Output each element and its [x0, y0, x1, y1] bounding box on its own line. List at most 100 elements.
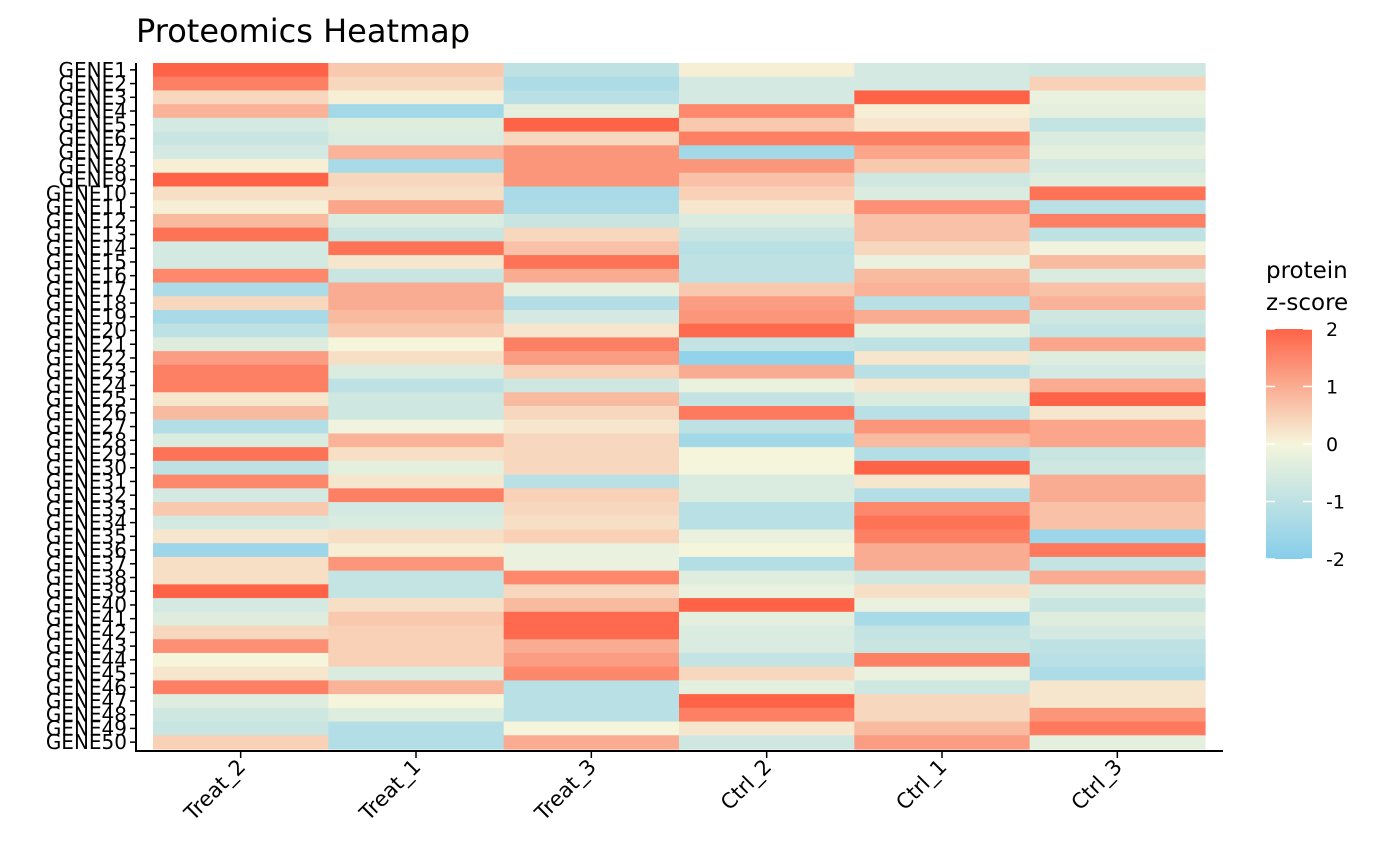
heatmap-cell: [854, 364, 1031, 380]
heatmap-cell: [854, 213, 1031, 229]
heatmap-cell: [1029, 447, 1206, 462]
heatmap-cell: [328, 515, 505, 531]
heatmap-cell: [1029, 213, 1206, 229]
heatmap-cell: [328, 63, 505, 78]
heatmap-cell: [1029, 735, 1206, 750]
heatmap-cell: [1029, 694, 1206, 709]
heatmap-cell: [1029, 76, 1206, 92]
heatmap-cell: [153, 337, 329, 352]
heatmap-cell: [679, 680, 855, 695]
heatmap-cell: [328, 652, 505, 668]
heatmap-cell: [1029, 186, 1206, 201]
heatmap-cell: [503, 159, 680, 174]
y-tick-label: GENE24: [46, 373, 127, 397]
heatmap-cell: [503, 104, 680, 119]
heatmap-cell: [1029, 502, 1206, 517]
heatmap-cell: [1029, 392, 1206, 407]
heatmap-cell: [854, 611, 1031, 627]
y-tick-label: GENE30: [46, 456, 127, 480]
legend-tick-label: 2: [1326, 319, 1338, 341]
heatmap-cell: [503, 419, 680, 435]
heatmap-cell: [1029, 227, 1206, 242]
heatmap-cell: [854, 406, 1031, 421]
heatmap-cell: [153, 159, 329, 174]
heatmap-cell: [503, 406, 680, 421]
heatmap-cell: [503, 652, 680, 668]
heatmap-cell: [1029, 200, 1206, 215]
heatmap-cell: [153, 460, 329, 476]
heatmap-cell: [503, 200, 680, 215]
y-tick-label: GENE35: [46, 524, 127, 548]
heatmap-cell: [1029, 460, 1206, 476]
heatmap-cell: [503, 131, 680, 146]
y-tick-label: GENE49: [46, 716, 127, 740]
heatmap-cell: [1029, 131, 1206, 146]
heatmap-cell: [153, 104, 329, 119]
legend-title-line1: protein: [1266, 258, 1348, 284]
legend-title-line2: z-score: [1266, 290, 1348, 316]
heatmap-cell: [854, 680, 1031, 695]
heatmap-cell: [328, 337, 505, 352]
heatmap-cell: [854, 282, 1031, 297]
heatmap-cell: [503, 694, 680, 709]
heatmap-cell: [679, 529, 855, 544]
heatmap-cell: [854, 598, 1031, 613]
heatmap-cell: [153, 447, 329, 462]
heatmap-cell: [503, 584, 680, 599]
heatmap-cell: [503, 598, 680, 613]
heatmap-cell: [679, 707, 855, 723]
heatmap-cell: [503, 707, 680, 723]
y-tick-label: GENE7: [59, 140, 127, 164]
y-tick-label: GENE19: [46, 305, 127, 329]
heatmap-cell: [679, 268, 855, 284]
heatmap-cell: [503, 625, 680, 640]
heatmap-cell: [153, 474, 329, 489]
heatmap-cell: [328, 529, 505, 544]
heatmap-cell: [153, 268, 329, 284]
heatmap-cell: [854, 131, 1031, 146]
heatmap-cell: [854, 323, 1031, 338]
heatmap-cell: [153, 255, 329, 270]
heatmap-cell: [153, 707, 329, 723]
heatmap-cell: [854, 200, 1031, 215]
heatmap-cell: [679, 735, 855, 750]
heatmap-cell: [679, 296, 855, 311]
heatmap-cell: [1029, 268, 1206, 284]
y-tick-label: GENE34: [46, 511, 127, 535]
heatmap-cell: [1029, 721, 1206, 736]
heatmap-cell: [679, 104, 855, 119]
heatmap-cell: [153, 213, 329, 229]
y-tick-label: GENE8: [59, 154, 127, 178]
heatmap-cell: [328, 159, 505, 174]
heatmap-cell: [854, 460, 1031, 476]
heatmap-cell: [854, 255, 1031, 270]
y-tick-label: GENE47: [46, 689, 127, 713]
heatmap-cell: [328, 378, 505, 393]
heatmap-cell: [328, 227, 505, 242]
heatmap-cell: [503, 227, 680, 242]
heatmap-cell: [153, 145, 329, 160]
heatmap-cell: [153, 666, 329, 681]
heatmap-cell: [854, 474, 1031, 489]
heatmap-cell: [328, 296, 505, 311]
heatmap-cell: [679, 241, 855, 256]
heatmap-cell: [328, 117, 505, 133]
heatmap-cell: [328, 76, 505, 92]
heatmap-cell: [153, 117, 329, 133]
heatmap-cell: [153, 76, 329, 92]
heatmap-cell: [328, 666, 505, 681]
heatmap-cell: [854, 447, 1031, 462]
heatmap-cell: [854, 227, 1031, 242]
heatmap-cell: [153, 323, 329, 338]
heatmap-cell: [679, 186, 855, 201]
heatmap-cell: [679, 117, 855, 133]
heatmap-cell: [679, 200, 855, 215]
heatmap-cell: [153, 515, 329, 531]
heatmap-cell: [679, 515, 855, 531]
heatmap-cell: [854, 351, 1031, 366]
y-tick-label: GENE43: [46, 634, 127, 658]
heatmap-cell: [679, 611, 855, 627]
heatmap-cell: [1029, 104, 1206, 119]
heatmap-cell: [1029, 543, 1206, 558]
heatmap-cell: [153, 488, 329, 503]
